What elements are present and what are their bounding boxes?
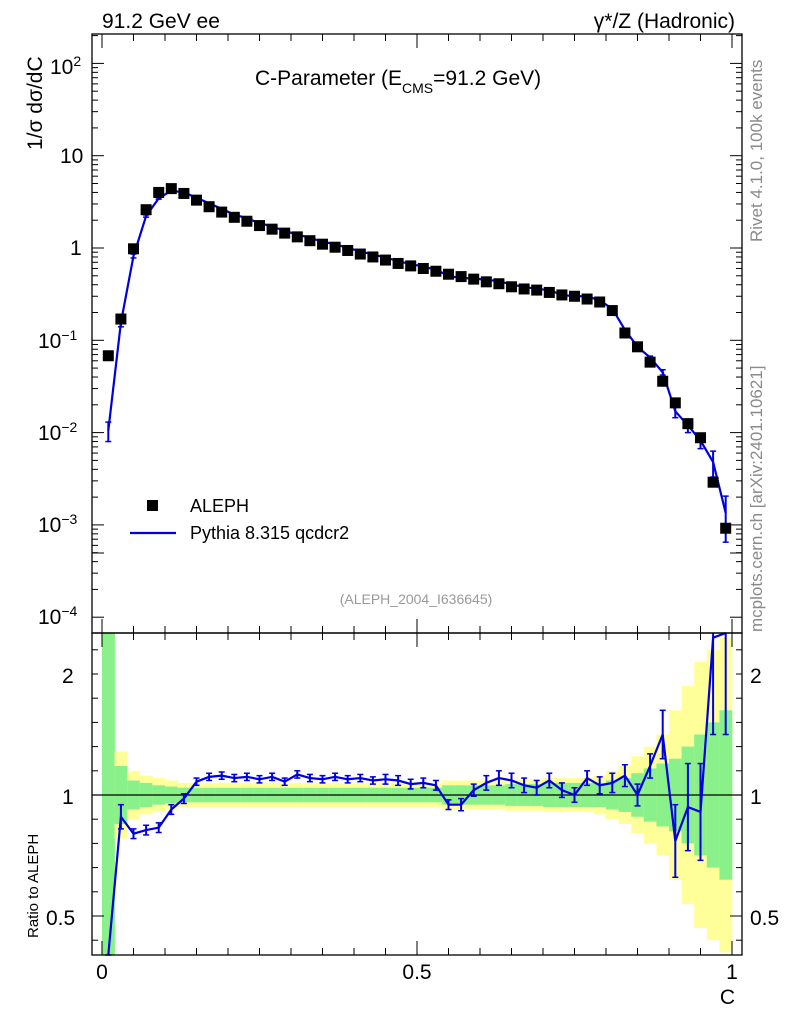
x-axis-label: C bbox=[720, 986, 735, 1009]
data-point-2 bbox=[128, 243, 139, 255]
y-tick-label-1e-1: 10−1 bbox=[38, 327, 78, 353]
rivet-label: Rivet 4.1.0, 100k events bbox=[747, 60, 766, 242]
header-left: 91.2 GeV ee bbox=[102, 10, 220, 33]
ratio-tick-right-1: 1 bbox=[750, 786, 762, 809]
mc-series bbox=[105, 189, 729, 543]
data-point-38 bbox=[581, 293, 593, 305]
y-axis-label: 1/σ dσ/dC bbox=[24, 56, 47, 150]
data-point-11 bbox=[241, 215, 253, 227]
data-point-29 bbox=[468, 273, 480, 285]
analysis-id: (ALEPH_2004_I636645) bbox=[340, 591, 493, 607]
y-tick-label-1: 1 bbox=[70, 237, 82, 260]
data-point-8 bbox=[203, 201, 215, 213]
ratio-mc-series bbox=[105, 631, 729, 956]
data-point-1 bbox=[115, 313, 127, 325]
legend-label-aleph: ALEPH bbox=[190, 496, 249, 516]
mcplots-label: mcplots.cern.ch [arXiv:2401.10621] bbox=[747, 366, 766, 632]
data-point-25 bbox=[417, 262, 429, 274]
data-point-40 bbox=[606, 305, 618, 317]
data-point-5 bbox=[165, 183, 177, 195]
legend-label-pythia: Pythia 8.315 qcdcr2 bbox=[190, 523, 349, 543]
data-point-28 bbox=[455, 271, 467, 283]
y-tick-label-1e-2: 10−2 bbox=[38, 419, 78, 445]
data-point-18 bbox=[329, 241, 341, 253]
data-point-30 bbox=[480, 276, 492, 288]
y-tick-label-1e-4: 10−4 bbox=[38, 603, 78, 629]
y-tick-label-1e-3: 10−3 bbox=[38, 511, 78, 537]
ratio-tick-right-2: 2 bbox=[750, 665, 762, 688]
data-point-41 bbox=[619, 327, 631, 339]
data-point-21 bbox=[367, 251, 379, 263]
data-point-12 bbox=[254, 220, 265, 232]
y-tick-label-1e2: 102 bbox=[50, 53, 81, 79]
data-point-17 bbox=[317, 238, 328, 250]
ratio-tick-labels: 2 1 0.5 2 1 0.5 bbox=[46, 665, 779, 930]
data-point-31 bbox=[493, 278, 505, 290]
ratio-tick-left-2: 2 bbox=[62, 665, 74, 688]
data-point-14 bbox=[279, 227, 291, 239]
x-tick-label-0: 0 bbox=[96, 961, 108, 984]
x-tick-labels: 0 0.5 1 bbox=[96, 961, 738, 984]
x-tick-label-1: 1 bbox=[726, 961, 738, 984]
ratio-tick-left-1: 1 bbox=[62, 786, 74, 809]
main-panel-frame bbox=[91, 33, 743, 634]
y-tick-label-10: 10 bbox=[60, 145, 83, 168]
data-point-22 bbox=[380, 254, 391, 266]
data-point-15 bbox=[291, 231, 303, 243]
data-point-10 bbox=[228, 211, 240, 223]
data-point-36 bbox=[556, 289, 568, 301]
data-point-9 bbox=[216, 206, 228, 218]
x-tick-label-05: 0.5 bbox=[402, 961, 431, 984]
data-point-20 bbox=[354, 248, 366, 260]
data-point-0 bbox=[102, 350, 114, 362]
data-point-24 bbox=[405, 260, 417, 272]
legend: ALEPH Pythia 8.315 qcdcr2 bbox=[130, 496, 349, 543]
data-point-7 bbox=[191, 194, 202, 206]
data-point-33 bbox=[518, 283, 530, 295]
data-point-44 bbox=[657, 375, 669, 387]
data-series bbox=[102, 183, 732, 534]
ratio-tick-right-05: 0.5 bbox=[750, 907, 779, 930]
data-point-3 bbox=[140, 204, 152, 216]
data-point-13 bbox=[266, 223, 278, 235]
data-point-19 bbox=[342, 244, 354, 256]
data-point-23 bbox=[392, 257, 404, 269]
data-point-16 bbox=[304, 235, 316, 247]
ratio-axis-label: Ratio to ALEPH bbox=[25, 834, 42, 938]
ratio-mc-line bbox=[107, 631, 727, 956]
data-point-46 bbox=[682, 418, 694, 430]
data-point-4 bbox=[153, 186, 165, 198]
data-point-6 bbox=[178, 187, 190, 199]
data-point-39 bbox=[594, 296, 606, 308]
data-point-49 bbox=[720, 522, 732, 534]
data-point-43 bbox=[644, 356, 656, 368]
data-point-42 bbox=[632, 341, 643, 353]
data-point-47 bbox=[695, 432, 706, 444]
header-right: γ*/Z (Hadronic) bbox=[594, 10, 735, 33]
y-tick-labels: 102 10 1 10−1 10−2 10−3 10−4 bbox=[38, 53, 83, 629]
band-inner-0 bbox=[102, 633, 115, 955]
data-point-37 bbox=[569, 290, 580, 302]
ratio-panel-frame bbox=[91, 632, 743, 956]
legend-marker-aleph bbox=[147, 500, 158, 511]
data-point-27 bbox=[443, 268, 454, 280]
chart-title: C-Parameter (ECMS=91.2 GeV) bbox=[255, 67, 541, 96]
axis-ticks bbox=[92, 34, 742, 955]
data-point-34 bbox=[531, 284, 543, 296]
data-point-26 bbox=[430, 265, 442, 277]
ratio-tick-left-05: 0.5 bbox=[46, 907, 75, 930]
data-point-45 bbox=[669, 397, 681, 409]
data-point-32 bbox=[506, 281, 517, 293]
data-point-35 bbox=[543, 286, 555, 298]
data-point-48 bbox=[707, 476, 719, 488]
